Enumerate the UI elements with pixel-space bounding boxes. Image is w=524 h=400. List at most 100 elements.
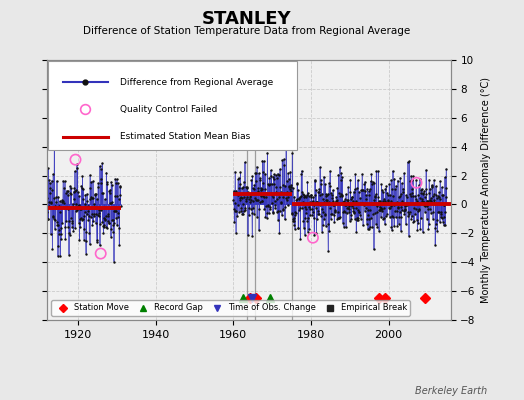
Point xyxy=(416,176,424,182)
Point xyxy=(73,204,82,211)
Point xyxy=(314,210,323,217)
Point xyxy=(93,196,101,203)
Point xyxy=(235,184,243,191)
Point xyxy=(267,181,276,188)
Point xyxy=(358,171,366,178)
Point xyxy=(242,198,250,204)
Point xyxy=(251,170,259,176)
Point xyxy=(414,219,422,226)
Point xyxy=(93,236,102,243)
Point xyxy=(233,213,242,219)
Point xyxy=(313,208,322,214)
Point xyxy=(283,197,291,203)
Point xyxy=(353,217,362,223)
Point xyxy=(347,216,356,222)
Point xyxy=(329,187,337,193)
Point xyxy=(57,224,66,231)
Point xyxy=(247,177,256,183)
Point xyxy=(106,186,114,193)
Point xyxy=(298,204,306,211)
Point xyxy=(406,192,414,199)
Point xyxy=(44,165,52,172)
Point xyxy=(413,198,421,204)
Point xyxy=(275,230,283,236)
Point xyxy=(286,186,294,192)
Point xyxy=(78,217,86,223)
Point xyxy=(364,226,372,232)
Point xyxy=(325,227,334,234)
Point xyxy=(370,210,379,216)
Point xyxy=(74,202,82,209)
Point xyxy=(342,197,351,203)
Point xyxy=(297,200,305,206)
Point xyxy=(68,220,77,226)
Point xyxy=(283,202,292,209)
Point xyxy=(68,224,77,230)
Point xyxy=(363,216,371,222)
Point xyxy=(246,199,254,205)
Point xyxy=(332,194,341,200)
Point xyxy=(365,188,373,194)
Point xyxy=(423,198,432,204)
Point xyxy=(100,224,108,230)
Point xyxy=(238,210,246,217)
Point xyxy=(234,175,243,181)
Point xyxy=(231,200,239,207)
Point xyxy=(312,199,320,206)
Point xyxy=(308,205,316,212)
Point xyxy=(265,175,274,181)
Point xyxy=(272,189,280,196)
Point xyxy=(341,191,350,197)
Point xyxy=(369,201,377,207)
Point xyxy=(244,190,253,196)
Point xyxy=(352,198,360,204)
Point xyxy=(274,208,282,214)
Point xyxy=(294,196,303,202)
Point xyxy=(428,182,436,188)
Point xyxy=(115,242,124,248)
Point xyxy=(359,186,367,193)
Point xyxy=(269,210,277,216)
Point xyxy=(373,208,381,215)
Point xyxy=(374,168,383,174)
Point xyxy=(304,190,313,196)
Point xyxy=(345,205,353,212)
Point xyxy=(385,214,394,220)
Point xyxy=(236,181,244,187)
Point xyxy=(58,220,67,226)
Point xyxy=(410,218,418,224)
Point xyxy=(290,193,299,200)
Point xyxy=(290,222,298,229)
Point xyxy=(377,181,386,188)
Point xyxy=(367,171,376,178)
Point xyxy=(96,176,105,182)
Point xyxy=(271,205,279,212)
Point xyxy=(293,180,302,186)
Point xyxy=(75,216,84,223)
Point xyxy=(368,179,377,185)
Point xyxy=(323,192,331,198)
Point xyxy=(71,156,80,163)
Point xyxy=(396,192,404,199)
Point xyxy=(46,184,54,191)
Point xyxy=(100,214,108,221)
Point xyxy=(305,204,313,210)
Point xyxy=(49,216,58,222)
Point xyxy=(362,192,370,198)
Point xyxy=(422,167,430,173)
Point xyxy=(45,177,53,183)
Point xyxy=(361,208,369,214)
Point xyxy=(316,177,325,183)
Point xyxy=(319,196,327,202)
Point xyxy=(263,150,271,156)
Point xyxy=(324,220,332,227)
Point xyxy=(291,226,299,232)
Point xyxy=(288,150,297,156)
Point xyxy=(324,190,333,197)
Point xyxy=(63,188,72,194)
Point xyxy=(311,192,319,198)
Point xyxy=(56,252,64,259)
Point xyxy=(66,232,74,238)
Point xyxy=(409,193,417,199)
Point xyxy=(356,212,364,218)
